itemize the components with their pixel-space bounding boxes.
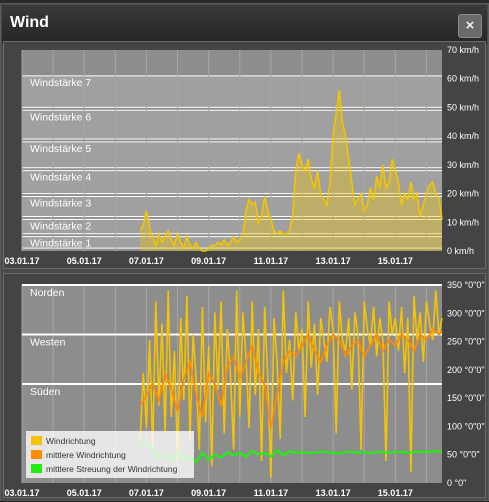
y-tick-label: 250 °0"0" [447, 337, 485, 347]
wind-speed-plot-area [22, 50, 442, 251]
x-tick-label: 11.01.17 [254, 256, 289, 266]
x-tick-label: 15.01.17 [378, 488, 413, 497]
wind-strength-band-label: Windstärke 6 [30, 111, 91, 123]
y-tick-label: 350 °0"0" [447, 280, 485, 290]
y-tick-label: 30 km/h [447, 160, 479, 170]
wind-strength-band [22, 196, 442, 217]
wind-strength-band [22, 236, 442, 249]
wind-speed-y-axis: 0 km/h 10 km/h 20 km/h 30 km/h 40 km/h 50 km/… [447, 45, 479, 256]
legend-item[interactable]: mittlere Windrichtung [46, 450, 126, 460]
wind-strength-band-labels: Windstärke 1 Windstärke 2 Windstärke 3 Wind… [30, 77, 91, 250]
wind-speed-gridlines [21, 50, 427, 251]
y-tick-label: 300 °0"0" [447, 308, 485, 318]
y-tick-label: 20 km/h [447, 189, 479, 199]
wind-direction-line [139, 290, 443, 478]
wind-strength-band-label: Windstärke 1 [30, 238, 91, 250]
wind-strength-band-label: Windstärke 5 [30, 143, 91, 155]
x-tick-label: 11.01.17 [254, 488, 289, 497]
x-tick-label: 07.01.17 [129, 256, 164, 266]
wind-direction-legend: Windrichtung mittlere Windrichtung mittler… [26, 431, 194, 478]
x-tick-label: 15.01.17 [378, 256, 413, 266]
mean-wind-direction-line [139, 327, 443, 429]
compass-plot-line-labels: Norden Westen Süden [30, 287, 66, 398]
wind-strength-band [22, 219, 442, 234]
y-tick-label: 70 km/h [447, 45, 479, 55]
wind-strength-band-label: Windstärke 4 [30, 172, 91, 184]
y-tick-label: 0 °0" [447, 478, 466, 488]
wind-strength-band [22, 75, 442, 108]
legend-item[interactable]: mittlere Streuung der Windrichtung [46, 464, 178, 474]
wind-strength-band-label: Windstärke 7 [30, 77, 91, 89]
legend-swatch [31, 436, 42, 445]
y-tick-label: 40 km/h [447, 131, 479, 141]
compass-plot-line-label: Westen [30, 337, 66, 349]
y-tick-label: 60 km/h [447, 74, 479, 84]
x-tick-label: 03.01.17 [4, 256, 39, 266]
wind-direction-y-axis: 0 °0" 50 °0"0" 100 °0"0" 150 °0"0" 200 °0"0"… [447, 280, 485, 488]
y-tick-label: 100 °0"0" [447, 421, 485, 431]
y-tick-label: 200 °0"0" [447, 365, 485, 375]
wind-direction-chart-svg: Norden Westen Süden Windrichtung mittlere W… [4, 280, 485, 498]
wind-speed-chart: Windstärke 1 Windstärke 2 Windstärke 3 Wind… [3, 41, 486, 269]
y-tick-label: 50 km/h [447, 102, 479, 112]
compass-plot-line-label: Norden [30, 287, 65, 299]
x-tick-label: 13.01.17 [316, 256, 351, 266]
legend-swatch [31, 450, 42, 459]
wind-speed-chart-svg: Windstärke 1 Windstärke 2 Windstärke 3 Wind… [4, 45, 479, 266]
wind-speed-x-axis: 03.01.17 05.01.17 07.01.17 09.01.17 11.01.17… [4, 256, 412, 266]
wind-speed-line [139, 90, 443, 252]
wind-strength-band-label: Windstärke 3 [30, 197, 91, 209]
dialog-titlebar[interactable]: Wind × [2, 5, 487, 44]
wind-speed-area [140, 90, 442, 251]
y-tick-label: 150 °0"0" [447, 393, 485, 403]
x-tick-label: 07.01.17 [129, 488, 164, 497]
wind-strength-band [22, 110, 442, 140]
x-tick-label: 13.01.17 [316, 488, 351, 497]
y-tick-label: 50 °0"0" [447, 450, 480, 460]
legend-box [26, 431, 194, 478]
wind-strength-bands [22, 75, 442, 249]
x-tick-label: 03.01.17 [4, 488, 39, 497]
wind-strength-band-label: Windstärke 2 [30, 220, 91, 232]
x-tick-label: 05.01.17 [67, 256, 102, 266]
x-tick-label: 09.01.17 [191, 256, 226, 266]
compass-plot-line-label: Süden [30, 386, 61, 398]
x-tick-label: 09.01.17 [191, 488, 226, 497]
wind-direction-x-axis: 03.01.17 05.01.17 07.01.17 09.01.17 11.01.17… [4, 488, 413, 498]
wind-strength-band [22, 170, 442, 194]
wind-direction-chart: Norden Westen Süden Windrichtung mittlere W… [3, 273, 486, 498]
x-tick-label: 05.01.17 [67, 488, 102, 497]
wind-speed-series [139, 90, 443, 252]
y-tick-label: 10 km/h [447, 217, 479, 227]
wind-strength-band [22, 141, 442, 168]
y-tick-label: 0 km/h [447, 246, 474, 256]
legend-swatch [31, 464, 42, 473]
close-button[interactable]: × [458, 14, 482, 38]
legend-item[interactable]: Windrichtung [46, 436, 96, 446]
dialog-title: Wind [10, 14, 49, 31]
